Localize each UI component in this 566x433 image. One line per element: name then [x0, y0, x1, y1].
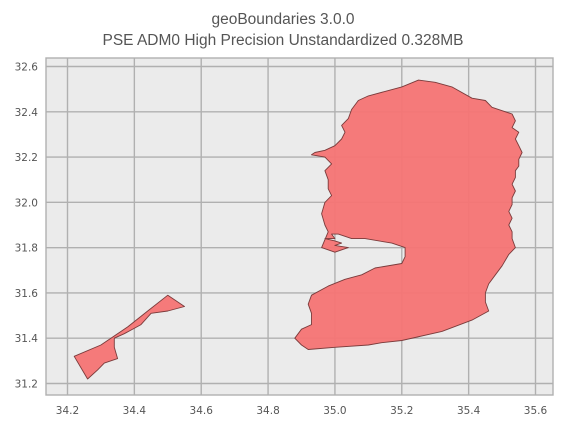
chart-title: geoBoundaries 3.0.0	[211, 11, 355, 28]
y-tick-label: 31.8	[15, 243, 38, 255]
region-polygon	[294, 79, 523, 350]
plot-frame	[45, 57, 554, 396]
y-tick-label: 32.0	[15, 197, 38, 209]
y-tick-label: 32.6	[15, 62, 39, 74]
x-tick-label: 35.4	[457, 405, 481, 417]
y-tick-label: 31.4	[15, 333, 39, 345]
x-tick-label: 34.8	[256, 405, 279, 417]
region-polygon	[73, 294, 185, 380]
x-tick-label: 35.0	[323, 405, 346, 417]
title-block: geoBoundaries 3.0.0 PSE ADM0 High Precis…	[0, 9, 566, 51]
x-tick-label: 35.2	[390, 405, 413, 417]
x-tick-label: 35.6	[524, 405, 548, 417]
x-tick-label: 34.6	[190, 405, 214, 417]
x-tick-label: 34.2	[56, 405, 79, 417]
y-tick-label: 31.2	[15, 379, 38, 391]
x-tick-label: 34.4	[123, 405, 147, 417]
y-tick-label: 32.2	[15, 152, 38, 164]
y-tick-label: 32.4	[15, 107, 39, 119]
chart-subtitle: PSE ADM0 High Precision Unstandardized 0…	[102, 32, 464, 49]
y-tick-label: 31.6	[15, 288, 39, 300]
